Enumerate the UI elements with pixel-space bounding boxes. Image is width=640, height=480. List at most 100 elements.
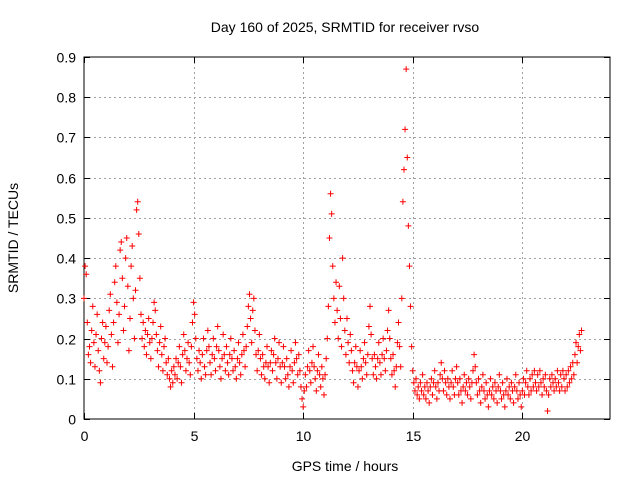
- data-point: [255, 347, 262, 354]
- data-point: [545, 391, 552, 398]
- data-point: [403, 66, 410, 73]
- plot-frame: [83, 56, 611, 420]
- data-point: [513, 387, 520, 394]
- data-point: [127, 315, 134, 322]
- data-point: [244, 323, 251, 330]
- data-point: [402, 126, 409, 133]
- data-point: [365, 323, 372, 330]
- data-point: [169, 379, 176, 386]
- data-point: [478, 383, 485, 390]
- data-point: [264, 343, 271, 350]
- data-point: [344, 315, 350, 322]
- y-tick-label: 0.9: [57, 50, 77, 66]
- data-point: [479, 371, 486, 378]
- data-point: [537, 379, 544, 386]
- data-point: [357, 347, 364, 354]
- data-point: [312, 375, 319, 382]
- data-point: [116, 311, 123, 318]
- data-point: [133, 206, 140, 213]
- data-point: [87, 359, 94, 366]
- data-point: [404, 154, 411, 161]
- data-point: [258, 371, 265, 378]
- data-point: [297, 383, 304, 390]
- data-point: [90, 339, 97, 346]
- data-point: [305, 347, 312, 354]
- data-point: [160, 343, 167, 350]
- data-point: [367, 303, 374, 310]
- data-point: [496, 371, 503, 378]
- data-point: [532, 379, 539, 386]
- data-point: [391, 367, 398, 374]
- data-point: [541, 383, 548, 390]
- data-point: [454, 379, 461, 386]
- data-point: [120, 327, 127, 334]
- y-tick-label: 0.2: [57, 332, 77, 348]
- data-point: [411, 387, 418, 394]
- data-point: [222, 367, 229, 374]
- data-point: [151, 299, 158, 306]
- data-point: [432, 383, 439, 390]
- data-point: [345, 339, 352, 346]
- data-point: [519, 387, 526, 394]
- data-point: [315, 351, 322, 358]
- data-point: [462, 387, 469, 394]
- data-point: [466, 383, 473, 390]
- data-point: [117, 247, 124, 254]
- data-point: [221, 351, 228, 358]
- data-point: [247, 315, 254, 322]
- x-tick-label: 10: [296, 428, 312, 444]
- data-point: [152, 307, 159, 314]
- data-point: [135, 230, 142, 237]
- data-point: [303, 383, 310, 390]
- data-point: [392, 383, 399, 390]
- data-point: [142, 327, 149, 334]
- data-point: [311, 363, 318, 370]
- data-point: [465, 375, 472, 382]
- data-point: [145, 315, 152, 322]
- data-point: [349, 367, 356, 374]
- data-point: [250, 295, 257, 302]
- data-point: [128, 263, 135, 270]
- data-point: [482, 395, 489, 402]
- data-point: [460, 383, 467, 390]
- data-point: [158, 351, 165, 358]
- data-point: [165, 355, 172, 362]
- data-point: [245, 303, 252, 310]
- data-point: [383, 347, 390, 354]
- data-point: [369, 355, 376, 362]
- data-point: [112, 263, 119, 270]
- data-point: [265, 363, 272, 370]
- data-point: [201, 363, 208, 370]
- data-point: [254, 367, 261, 374]
- data-point: [459, 399, 466, 406]
- data-point: [380, 335, 387, 342]
- data-point: [396, 343, 403, 350]
- data-point: [520, 375, 527, 382]
- data-point: [177, 363, 184, 370]
- data-point: [494, 399, 501, 406]
- data-point: [108, 331, 115, 338]
- data-point: [528, 387, 535, 394]
- data-point: [574, 359, 581, 366]
- data-point: [422, 395, 429, 402]
- data-point: [405, 222, 412, 229]
- data-point: [557, 371, 564, 378]
- data-point: [347, 331, 354, 338]
- data-point: [418, 387, 425, 394]
- data-point: [335, 335, 342, 342]
- data-point: [385, 307, 392, 314]
- data-point: [81, 295, 87, 302]
- data-point: [256, 331, 263, 338]
- data-point: [336, 283, 343, 290]
- data-point: [354, 383, 361, 390]
- data-point: [194, 367, 201, 374]
- data-point: [359, 375, 366, 382]
- data-point: [559, 367, 566, 374]
- data-point: [534, 371, 541, 378]
- data-point: [148, 335, 155, 342]
- data-point: [184, 355, 191, 362]
- data-point: [292, 339, 299, 346]
- data-point: [473, 379, 480, 386]
- data-point: [192, 335, 199, 342]
- y-axis-label: SRMTID / TECUs: [5, 183, 21, 293]
